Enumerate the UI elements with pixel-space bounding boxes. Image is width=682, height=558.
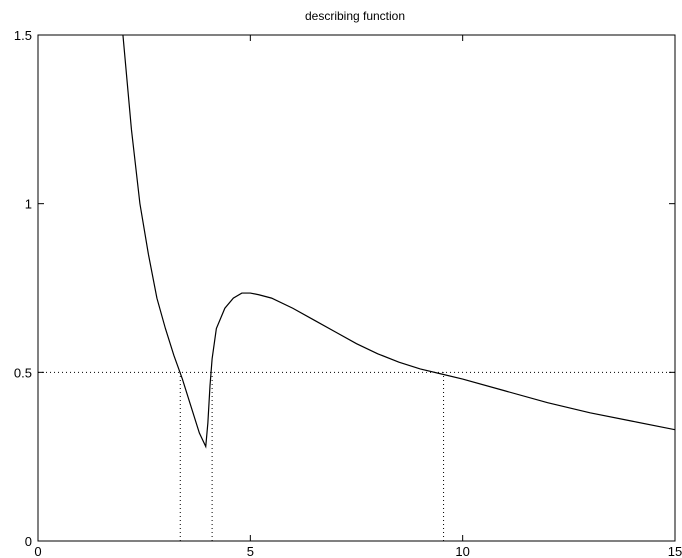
y-tick-label: 1.5 — [14, 28, 32, 43]
x-tick-label: 0 — [34, 544, 41, 558]
plot-frame — [37, 34, 676, 542]
y-tick-label: 0.5 — [14, 365, 32, 380]
x-tick-label: 10 — [455, 544, 469, 558]
y-tick-label: 0 — [25, 534, 32, 549]
x-tick-label: 15 — [668, 544, 682, 558]
chart-title: describing function — [305, 9, 405, 23]
y-tick-label: 1 — [25, 197, 32, 212]
x-tick-label: 5 — [247, 544, 254, 558]
series-line-0 — [122, 35, 675, 449]
